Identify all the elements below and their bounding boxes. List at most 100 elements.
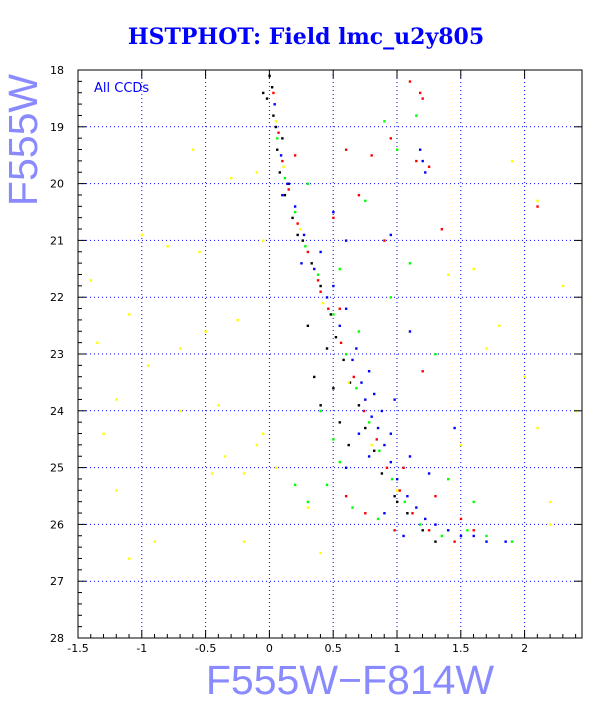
data-points — [89, 74, 578, 560]
data-point — [421, 370, 424, 373]
data-point — [338, 421, 341, 424]
data-point — [459, 443, 463, 447]
data-point — [472, 534, 475, 538]
data-point — [344, 307, 348, 310]
data-point — [301, 239, 304, 242]
data-point — [402, 534, 405, 538]
series-ccd1 — [262, 74, 437, 543]
data-point — [357, 404, 361, 407]
data-point — [472, 267, 475, 271]
data-point — [367, 421, 371, 424]
data-point — [325, 296, 329, 299]
data-point — [348, 381, 352, 384]
y-tick-label: 21 — [50, 234, 64, 247]
y-axis-label: F555W — [0, 74, 46, 206]
data-point — [364, 512, 367, 515]
data-point — [424, 517, 427, 521]
data-point — [278, 171, 281, 174]
data-point — [411, 512, 414, 515]
data-point — [421, 97, 424, 100]
grid-lines — [77, 69, 582, 639]
data-point — [347, 381, 350, 384]
data-point — [378, 449, 381, 452]
data-point — [89, 279, 93, 282]
data-point — [306, 500, 310, 504]
data-point — [395, 477, 399, 481]
data-point — [344, 148, 348, 151]
data-point — [440, 228, 444, 231]
data-point — [321, 301, 325, 305]
data-point — [370, 154, 373, 157]
data-point — [385, 466, 389, 469]
data-point — [223, 455, 227, 458]
data-point — [316, 279, 320, 282]
data-point — [383, 443, 386, 447]
x-tick-label: -1.5 — [67, 642, 88, 655]
data-point — [191, 148, 195, 151]
y-tick-label: 19 — [50, 121, 64, 134]
data-point — [398, 489, 401, 492]
data-point — [434, 523, 437, 526]
data-point — [274, 466, 278, 469]
data-point — [329, 313, 333, 316]
data-point — [536, 426, 539, 430]
data-point — [485, 540, 488, 543]
data-point — [276, 148, 279, 151]
data-point — [236, 318, 239, 322]
data-point — [299, 228, 302, 231]
data-point — [536, 205, 539, 208]
data-point — [561, 284, 565, 288]
data-point — [319, 250, 322, 254]
data-point — [434, 495, 437, 498]
data-point — [389, 460, 393, 464]
data-point — [406, 512, 409, 515]
data-point — [332, 216, 335, 220]
data-point — [262, 432, 265, 435]
data-point — [447, 273, 450, 276]
data-point — [313, 375, 316, 379]
data-point — [293, 211, 297, 214]
data-point — [283, 176, 287, 180]
data-point — [319, 284, 322, 288]
data-point — [383, 512, 386, 515]
series-ccd4 — [273, 103, 507, 543]
data-point — [523, 375, 526, 379]
x-axis-label: F555W−F814W — [206, 657, 495, 703]
data-point — [389, 137, 393, 140]
data-point — [242, 472, 246, 475]
data-point — [281, 159, 284, 163]
data-point — [262, 91, 265, 95]
data-point — [376, 517, 380, 521]
data-point — [408, 80, 412, 83]
data-point — [344, 353, 348, 356]
data-point — [338, 324, 341, 327]
data-point — [115, 489, 118, 492]
y-tick-label: 26 — [50, 518, 64, 531]
x-tick-label: 1.5 — [452, 642, 470, 655]
data-point — [510, 540, 514, 543]
data-point — [510, 159, 514, 163]
data-point — [364, 398, 367, 401]
data-point — [272, 114, 275, 117]
data-point — [408, 455, 412, 458]
data-point — [147, 364, 150, 367]
data-point — [453, 540, 456, 543]
data-point — [287, 182, 290, 185]
data-point — [277, 131, 280, 134]
data-point — [447, 477, 450, 481]
data-point — [351, 506, 354, 509]
data-point — [338, 267, 341, 271]
data-point — [427, 472, 431, 475]
data-point — [459, 534, 463, 538]
data-point — [395, 500, 399, 504]
data-point — [262, 239, 265, 242]
data-point — [287, 188, 290, 191]
data-point — [281, 137, 284, 140]
data-point — [283, 193, 287, 197]
data-point — [153, 540, 156, 543]
data-point — [373, 449, 376, 452]
data-point — [485, 347, 488, 350]
data-point — [434, 540, 437, 543]
data-point — [395, 489, 399, 492]
